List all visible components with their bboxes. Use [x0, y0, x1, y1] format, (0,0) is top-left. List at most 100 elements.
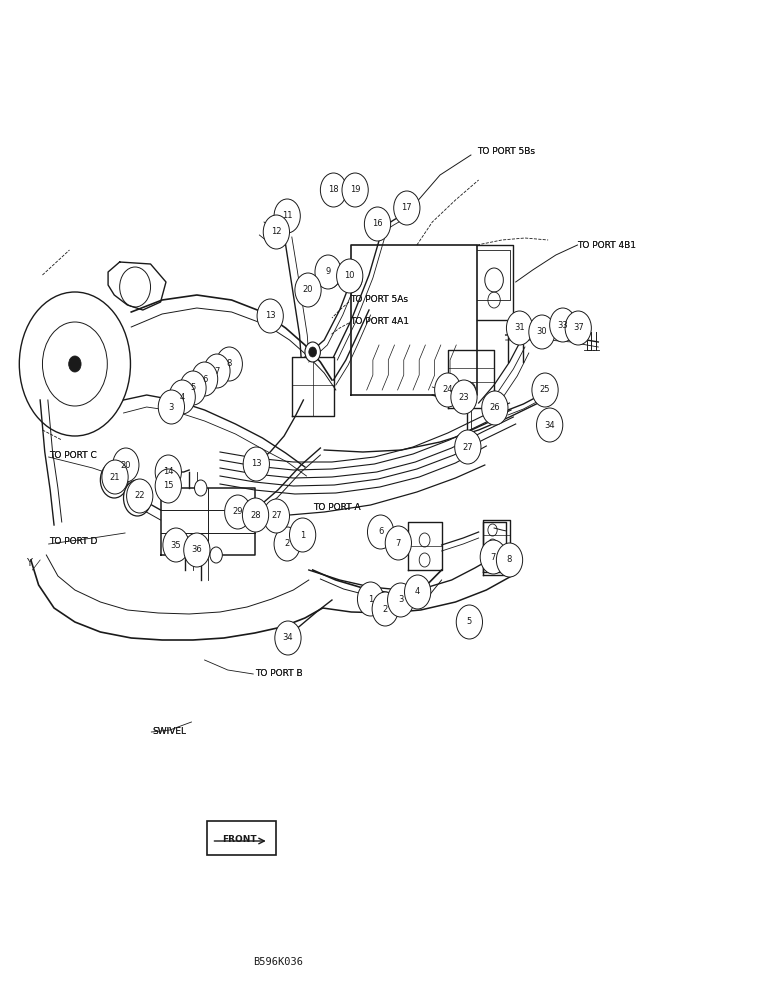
Circle shape	[195, 480, 207, 496]
Text: 1: 1	[368, 594, 373, 603]
Text: 12: 12	[271, 228, 282, 236]
Circle shape	[565, 311, 591, 345]
Text: 3: 3	[398, 595, 403, 604]
Circle shape	[169, 380, 195, 414]
Text: 34: 34	[283, 634, 293, 643]
Text: 31: 31	[514, 324, 525, 332]
Text: TO PORT 4B1: TO PORT 4B1	[577, 240, 636, 249]
Text: FRONT: FRONT	[222, 834, 256, 844]
Circle shape	[155, 469, 181, 503]
Text: TO PORT 5Bs: TO PORT 5Bs	[477, 147, 535, 156]
Circle shape	[315, 255, 341, 289]
Text: 5: 5	[467, 617, 472, 626]
Circle shape	[257, 299, 283, 333]
Circle shape	[385, 526, 411, 560]
Circle shape	[319, 260, 340, 288]
Circle shape	[290, 518, 316, 552]
Circle shape	[130, 488, 145, 508]
Circle shape	[275, 621, 301, 655]
Text: 26: 26	[489, 403, 500, 412]
Text: 21: 21	[110, 473, 120, 482]
Text: 13: 13	[265, 312, 276, 320]
Text: 25: 25	[540, 385, 550, 394]
Text: 24: 24	[442, 385, 453, 394]
Text: 3: 3	[169, 402, 174, 412]
Circle shape	[243, 447, 269, 481]
Circle shape	[372, 592, 398, 626]
Circle shape	[532, 373, 558, 407]
Text: 23: 23	[459, 392, 469, 401]
Text: 28: 28	[250, 510, 261, 520]
Circle shape	[163, 528, 189, 562]
Circle shape	[388, 583, 414, 617]
Circle shape	[184, 533, 210, 567]
Circle shape	[169, 532, 189, 558]
Circle shape	[204, 354, 230, 388]
Text: 20: 20	[120, 460, 131, 470]
Text: TO PORT 5As: TO PORT 5As	[350, 296, 408, 304]
Text: TO PORT D: TO PORT D	[49, 538, 97, 546]
Text: 6: 6	[378, 528, 383, 536]
Circle shape	[506, 311, 533, 345]
Circle shape	[342, 173, 368, 207]
Text: SWIVEL: SWIVEL	[153, 728, 187, 736]
Text: 13: 13	[251, 460, 262, 468]
Text: 8: 8	[507, 556, 512, 564]
Text: 6: 6	[202, 374, 207, 383]
Circle shape	[367, 515, 394, 549]
Circle shape	[456, 605, 482, 639]
Text: 7: 7	[396, 538, 401, 548]
Circle shape	[550, 308, 576, 342]
Circle shape	[496, 543, 523, 577]
Circle shape	[394, 191, 420, 225]
Text: 36: 36	[191, 546, 202, 554]
Circle shape	[357, 582, 384, 616]
Text: 35: 35	[171, 540, 181, 550]
Circle shape	[113, 448, 139, 482]
Circle shape	[263, 215, 290, 249]
Text: 8: 8	[227, 360, 232, 368]
Text: 27: 27	[462, 442, 473, 452]
Text: TO PORT 5Bs: TO PORT 5Bs	[477, 147, 535, 156]
Circle shape	[274, 527, 300, 561]
Circle shape	[210, 547, 222, 563]
Text: 27: 27	[271, 512, 282, 520]
Circle shape	[435, 373, 461, 407]
Circle shape	[405, 575, 431, 609]
Circle shape	[191, 362, 218, 396]
Text: 11: 11	[282, 212, 293, 221]
Circle shape	[295, 273, 321, 307]
Circle shape	[180, 371, 206, 405]
Circle shape	[309, 347, 317, 357]
Text: 20: 20	[303, 286, 313, 294]
Circle shape	[340, 264, 362, 292]
Text: TO PORT D: TO PORT D	[49, 538, 97, 546]
Circle shape	[529, 315, 555, 349]
Text: TO PORT C: TO PORT C	[49, 450, 96, 460]
FancyBboxPatch shape	[207, 821, 276, 855]
Text: 22: 22	[134, 491, 145, 500]
Text: 7: 7	[215, 366, 219, 375]
Text: TO PORT 4A1: TO PORT 4A1	[350, 316, 409, 326]
Text: SWIVEL: SWIVEL	[153, 728, 187, 736]
Circle shape	[225, 495, 251, 529]
Text: TO PORT B: TO PORT B	[255, 668, 303, 678]
Circle shape	[463, 382, 476, 398]
Circle shape	[158, 390, 185, 424]
Text: 18: 18	[328, 186, 339, 194]
Circle shape	[242, 498, 269, 532]
Text: 5: 5	[191, 383, 195, 392]
Text: 10: 10	[344, 271, 355, 280]
Circle shape	[155, 455, 181, 489]
Text: 1: 1	[300, 530, 305, 540]
Circle shape	[263, 499, 290, 533]
Circle shape	[449, 382, 462, 398]
Text: 29: 29	[232, 508, 243, 516]
Text: TO PORT 4B1: TO PORT 4B1	[577, 240, 636, 249]
Circle shape	[337, 259, 363, 293]
Text: 19: 19	[350, 186, 361, 194]
Text: TO PORT C: TO PORT C	[49, 450, 96, 460]
Circle shape	[274, 199, 300, 233]
Circle shape	[127, 479, 153, 513]
Text: 4: 4	[180, 392, 185, 401]
